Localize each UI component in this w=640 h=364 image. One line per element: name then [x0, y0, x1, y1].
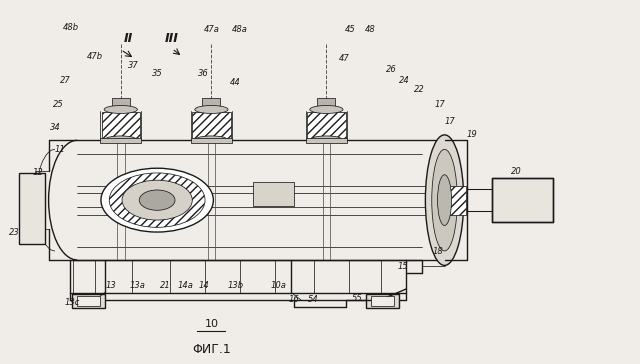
Text: 13c: 13c — [65, 298, 80, 307]
Ellipse shape — [106, 136, 136, 142]
Ellipse shape — [195, 106, 228, 114]
Text: 48b: 48b — [63, 23, 79, 32]
Text: 36: 36 — [198, 69, 209, 78]
Text: 19: 19 — [467, 130, 477, 139]
Text: 17: 17 — [444, 116, 455, 126]
Text: 48: 48 — [364, 25, 375, 34]
Text: 10: 10 — [204, 319, 218, 329]
Bar — [448, 186, 466, 215]
Bar — [191, 138, 232, 143]
Text: 35: 35 — [152, 69, 163, 78]
Text: 21: 21 — [160, 281, 171, 290]
Bar — [19, 173, 45, 244]
Text: 13a: 13a — [130, 281, 146, 290]
Bar — [192, 112, 230, 140]
Text: 27: 27 — [60, 76, 71, 85]
Text: ΦИГ.1: ΦИГ.1 — [192, 343, 231, 356]
Text: 55: 55 — [351, 294, 362, 303]
Bar — [317, 98, 335, 111]
Text: 10a: 10a — [271, 281, 287, 290]
Text: 47b: 47b — [87, 52, 103, 62]
Text: 47: 47 — [339, 54, 349, 63]
Bar — [72, 294, 106, 308]
Text: 20: 20 — [511, 167, 522, 175]
Text: 26: 26 — [386, 65, 397, 74]
Text: 16: 16 — [289, 295, 300, 304]
Circle shape — [140, 190, 175, 210]
Text: 44: 44 — [230, 78, 241, 87]
Ellipse shape — [310, 106, 343, 114]
Ellipse shape — [438, 175, 452, 226]
Bar — [77, 296, 100, 306]
Text: 45: 45 — [345, 25, 356, 34]
Bar — [253, 182, 294, 206]
Text: 18: 18 — [433, 247, 444, 256]
Bar — [306, 138, 347, 143]
Text: 11: 11 — [54, 145, 65, 154]
Text: 47a: 47a — [204, 25, 220, 34]
Text: 34: 34 — [50, 123, 60, 132]
Bar — [202, 98, 220, 111]
Circle shape — [101, 168, 213, 232]
Text: 22: 22 — [413, 85, 424, 94]
Text: II: II — [124, 32, 133, 45]
Text: 54: 54 — [308, 295, 319, 304]
Ellipse shape — [432, 149, 458, 251]
Bar — [102, 112, 140, 140]
Text: III: III — [165, 32, 179, 45]
Text: 12: 12 — [33, 169, 43, 177]
Ellipse shape — [104, 106, 138, 114]
Ellipse shape — [311, 136, 342, 142]
Text: 25: 25 — [52, 99, 63, 108]
Ellipse shape — [196, 136, 227, 142]
Bar — [112, 98, 130, 111]
Bar — [371, 296, 394, 306]
Bar — [307, 112, 346, 140]
Text: 14a: 14a — [178, 281, 194, 290]
Circle shape — [122, 180, 192, 220]
Text: 14: 14 — [198, 281, 209, 290]
Ellipse shape — [426, 135, 464, 265]
Text: 24: 24 — [399, 76, 410, 85]
Text: 13: 13 — [105, 281, 116, 290]
Bar — [100, 138, 141, 143]
Bar — [366, 294, 399, 308]
Circle shape — [109, 173, 205, 228]
Text: 48a: 48a — [232, 25, 248, 34]
Text: 17: 17 — [435, 99, 445, 108]
Bar — [492, 178, 553, 222]
Text: 37: 37 — [128, 62, 139, 71]
Text: 23: 23 — [10, 228, 20, 237]
Text: 13b: 13b — [228, 281, 244, 290]
Text: 15: 15 — [397, 262, 408, 270]
